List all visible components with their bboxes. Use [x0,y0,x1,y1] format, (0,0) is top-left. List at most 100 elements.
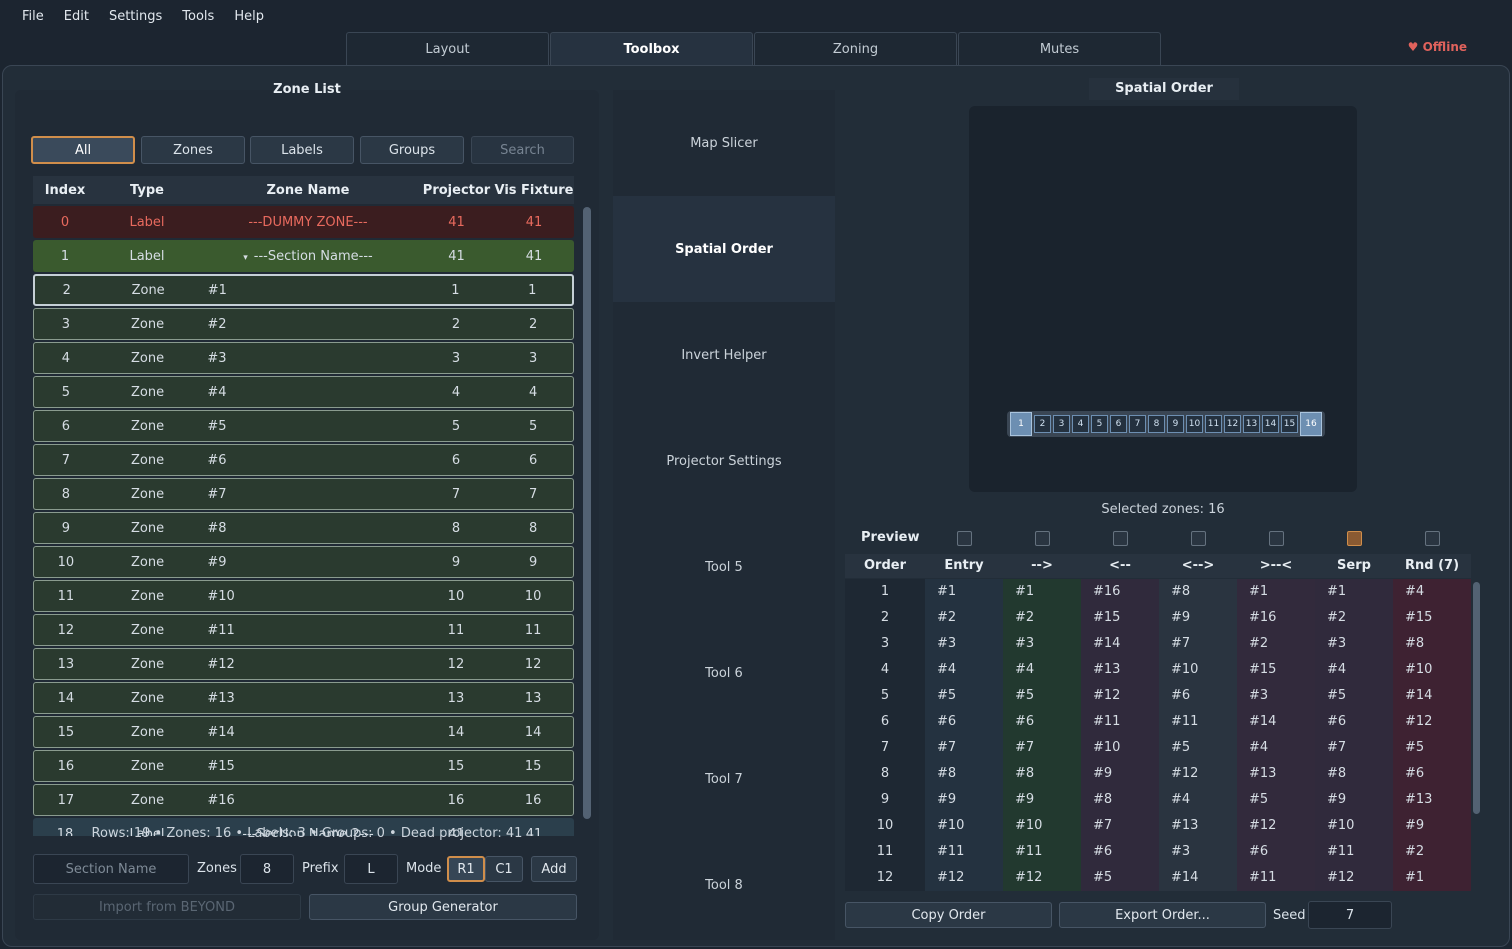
zone-chip[interactable]: 14 [1262,415,1279,433]
col-vis-fixture[interactable]: Vis Fixture [494,182,574,198]
tab-layout[interactable]: Layout [346,32,549,65]
filter-groups-button[interactable]: Groups [360,136,464,164]
zone-chip[interactable]: 2 [1034,415,1051,433]
table-row[interactable]: 11 Zone #10 10 10 [33,580,574,612]
col-projector[interactable]: Projector [422,182,491,198]
section-name-input[interactable]: Section Name [33,854,189,884]
table-row[interactable]: 17 Zone #16 16 16 [33,784,574,816]
order-cell: #2 [1003,605,1081,631]
table-row[interactable]: 2 Zone #1 1 1 [33,274,574,306]
col-type[interactable]: Type [130,182,164,198]
table-row[interactable]: 16 Zone #15 15 15 [33,750,574,782]
tab-zoning[interactable]: Zoning [754,32,957,65]
cell-type: Zone [131,588,165,604]
zone-chip[interactable]: 9 [1167,415,1184,433]
order-col-header[interactable]: --> [1031,558,1053,573]
table-row[interactable]: 10 Zone #9 9 9 [33,546,574,578]
zone-chip[interactable]: 5 [1091,415,1108,433]
menu-help[interactable]: Help [234,8,264,24]
export-order-button[interactable]: Export Order... [1059,902,1266,928]
zone-chip[interactable]: 11 [1205,415,1222,433]
preview-checkbox[interactable] [1269,531,1284,546]
table-row[interactable]: 12 Zone #11 11 11 [33,614,574,646]
col-index[interactable]: Index [44,182,86,198]
order-cell: #9 [1081,761,1159,787]
cell-projector: 14 [447,724,465,740]
tab-toolbox[interactable]: Toolbox [550,32,753,66]
table-row[interactable]: 13 Zone #12 12 12 [33,648,574,680]
filter-all-button[interactable]: All [31,136,135,164]
zone-chip[interactable]: 6 [1110,415,1127,433]
preview-checkbox[interactable] [1035,531,1050,546]
order-col-header[interactable]: Order [864,558,906,573]
table-row[interactable]: 5 Zone #4 4 4 [33,376,574,408]
nav-tool-8[interactable]: Tool 8 [705,877,743,893]
table-row[interactable]: 14 Zone #13 13 13 [33,682,574,714]
zones-count-input[interactable]: 8 [240,854,294,884]
group-generator-button[interactable]: Group Generator [309,894,577,920]
nav-projector-settings[interactable]: Projector Settings [666,453,782,469]
filter-labels-button[interactable]: Labels [250,136,354,164]
chevron-down-icon[interactable]: ▾ [243,252,248,263]
filter-zones-button[interactable]: Zones [141,136,245,164]
order-table-scrollbar[interactable] [1473,582,1480,814]
import-beyond-button[interactable]: Import from BEYOND [33,894,301,920]
zone-chip[interactable]: 15 [1281,415,1298,433]
add-button[interactable]: Add [531,856,577,882]
preview-checkbox[interactable] [957,531,972,546]
cell-name: #8 [207,520,227,536]
table-row[interactable]: 18 Label ---Section Name 2--- 41 41 [33,818,574,836]
preview-checkbox[interactable] [1191,531,1206,546]
menu-edit[interactable]: Edit [63,8,89,24]
order-col-header[interactable]: <-- [1109,558,1131,573]
order-col-header[interactable]: Serp [1337,558,1371,573]
copy-order-button[interactable]: Copy Order [845,902,1052,928]
cell-name: #4 [207,384,227,400]
menu-file[interactable]: File [22,8,44,24]
order-col-header[interactable]: Rnd (7) [1404,558,1460,573]
menu-tools[interactable]: Tools [182,8,215,24]
zone-chip[interactable]: 10 [1186,415,1203,433]
nav-tool-6[interactable]: Tool 6 [705,665,743,681]
zone-chip[interactable]: 3 [1053,415,1070,433]
zone-chip[interactable]: 12 [1224,415,1241,433]
cell-projector: 16 [447,792,465,808]
zone-chip[interactable]: 4 [1072,415,1089,433]
table-row[interactable]: 0 Label ---DUMMY ZONE--- 41 41 [33,206,574,238]
nav-tool-5[interactable]: Tool 5 [705,559,743,575]
seed-input[interactable]: 7 [1308,901,1392,929]
zone-chip[interactable]: 16 [1300,412,1322,436]
search-input[interactable]: Search [471,136,574,164]
preview-checkbox[interactable] [1425,531,1440,546]
preview-checkbox[interactable] [1347,531,1362,546]
table-row[interactable]: 6 Zone #5 5 5 [33,410,574,442]
nav-map-slicer[interactable]: Map Slicer [690,135,758,151]
table-row[interactable]: 7 Zone #6 6 6 [33,444,574,476]
mode-c1-button[interactable]: C1 [485,856,523,882]
table-row[interactable]: 1 Label ▾ ---Section Name--- 41 41 [33,240,574,272]
mode-r1-button[interactable]: R1 [447,856,485,882]
zone-chip[interactable]: 7 [1129,415,1146,433]
table-row[interactable]: 8 Zone #7 7 7 [33,478,574,510]
zone-chip[interactable]: 8 [1148,415,1165,433]
preview-checkbox[interactable] [1113,531,1128,546]
zone-list-scrollbar[interactable] [583,207,591,819]
tab-mutes[interactable]: Mutes [958,32,1161,65]
table-row[interactable]: 3 Zone #2 2 2 [33,308,574,340]
nav-invert-helper[interactable]: Invert Helper [681,347,767,363]
nav-tool-7[interactable]: Tool 7 [705,771,743,787]
col-zone-name[interactable]: Zone Name [266,182,350,198]
order-col-header[interactable]: <--> [1181,558,1215,573]
prefix-input[interactable]: L [344,854,398,884]
cell-type: Zone [131,724,165,740]
table-row[interactable]: 4 Zone #3 3 3 [33,342,574,374]
table-row[interactable]: 15 Zone #14 14 14 [33,716,574,748]
zone-chip[interactable]: 1 [1010,412,1032,436]
order-cell: #7 [925,735,1003,761]
table-row[interactable]: 9 Zone #8 8 8 [33,512,574,544]
zone-chip[interactable]: 13 [1243,415,1260,433]
menu-settings[interactable]: Settings [108,8,163,24]
order-col-header[interactable]: Entry [944,558,984,573]
nav-spatial-order[interactable]: Spatial Order [613,196,835,302]
order-col-header[interactable]: >--< [1259,558,1293,573]
